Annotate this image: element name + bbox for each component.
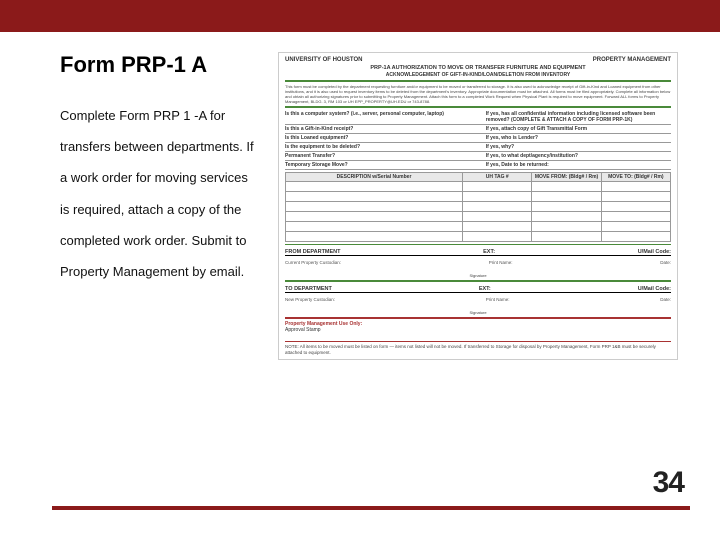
- divider-green: [285, 106, 671, 108]
- table-header: UH TAG #: [463, 172, 532, 181]
- divider-green: [285, 280, 671, 282]
- to-dept-header: TO DEPARTMENT EXT: U/Mail Code:: [285, 284, 671, 293]
- divider-green: [285, 244, 671, 246]
- form-image-column: UNIVERSITY OF HOUSTON PROPERTY MANAGEMEN…: [278, 52, 678, 360]
- table-row: [286, 181, 671, 191]
- question-left: Is this Loaned equipment?: [285, 135, 486, 141]
- question-right: If yes, who is Lender?: [486, 135, 671, 141]
- question-left: Is this a computer system? (i.e., server…: [285, 111, 486, 123]
- question-left: Temporary Storage Move?: [285, 162, 486, 168]
- table-cell: [286, 221, 463, 231]
- form-title: PRP-1A AUTHORIZATION TO MOVE OR TRANSFER…: [285, 65, 671, 71]
- table-row: [286, 191, 671, 201]
- form-dept: PROPERTY MANAGEMENT: [593, 57, 671, 63]
- from-dept-fields: Current Property Custodian: Print Name: …: [285, 256, 671, 273]
- table-cell: [286, 191, 463, 201]
- to-dept-label: TO DEPARTMENT: [285, 286, 332, 292]
- question-left: Is this a Gift-in-Kind receipt?: [285, 126, 486, 132]
- table-cell: [601, 221, 670, 231]
- signature-label: Signature: [285, 310, 671, 315]
- form-preview: UNIVERSITY OF HOUSTON PROPERTY MANAGEMEN…: [278, 52, 678, 360]
- description-table: DESCRIPTION w/Serial NumberUH TAG #MOVE …: [285, 172, 671, 242]
- from-dept-header: FROM DEPARTMENT EXT: U/Mail Code:: [285, 247, 671, 256]
- field-label: Print Name:: [486, 297, 510, 302]
- from-dept-ext: EXT:: [483, 249, 495, 255]
- table-cell: [286, 201, 463, 211]
- form-subtitle: ACKNOWLEDGEMENT OF GIFT-IN-KIND/LOAN/DEL…: [285, 72, 671, 78]
- divider-red: [285, 317, 671, 319]
- question-left: Permanent Transfer?: [285, 153, 486, 159]
- divider-red: [285, 341, 671, 343]
- divider-green: [285, 80, 671, 82]
- table-cell: [286, 231, 463, 241]
- table-cell: [532, 221, 601, 231]
- table-row: [286, 211, 671, 221]
- form-org: UNIVERSITY OF HOUSTON: [285, 57, 362, 63]
- table-cell: [463, 191, 532, 201]
- question-row: Is this a Gift-in-Kind receipt?If yes, a…: [285, 125, 671, 134]
- table-header: MOVE FROM: (Bldg# / Rm): [532, 172, 601, 181]
- table-row: [286, 201, 671, 211]
- question-left: Is the equipment to be deleted?: [285, 144, 486, 150]
- table-cell: [463, 201, 532, 211]
- table-cell: [532, 231, 601, 241]
- question-row: Temporary Storage Move?If yes, Date to b…: [285, 161, 671, 170]
- table-header: DESCRIPTION w/Serial Number: [286, 172, 463, 181]
- question-row: Is the equipment to be deleted?If yes, w…: [285, 143, 671, 152]
- table-cell: [601, 201, 670, 211]
- to-dept-ext: EXT:: [479, 286, 491, 292]
- question-row: Permanent Transfer?If yes, to what dept/…: [285, 152, 671, 161]
- table-cell: [601, 231, 670, 241]
- table-header: MOVE TO: (Bldg# / Rm): [601, 172, 670, 181]
- form-header: UNIVERSITY OF HOUSTON PROPERTY MANAGEMEN…: [285, 57, 671, 63]
- table-cell: [601, 181, 670, 191]
- table-cell: [532, 181, 601, 191]
- table-cell: [601, 191, 670, 201]
- table-cell: [463, 211, 532, 221]
- table-cell: [532, 201, 601, 211]
- field-label: Date:: [660, 260, 671, 265]
- question-right: If yes, why?: [486, 144, 671, 150]
- signature-label: Signature: [285, 273, 671, 278]
- to-dept-fields: New Property Custodian: Print Name: Date…: [285, 293, 671, 310]
- field-label: Current Property Custodian:: [285, 260, 341, 265]
- from-dept-mail: U/Mail Code:: [638, 249, 671, 255]
- table-cell: [463, 231, 532, 241]
- slide-title: Form PRP-1 A: [60, 52, 260, 78]
- from-dept-label: FROM DEPARTMENT: [285, 249, 341, 255]
- content-area: Form PRP-1 A Complete Form PRP 1 -A for …: [0, 32, 720, 360]
- pmu-field: Approval Stamp: [285, 327, 671, 333]
- field-label: Date:: [660, 297, 671, 302]
- table-row: [286, 221, 671, 231]
- question-rows: Is this a computer system? (i.e., server…: [285, 110, 671, 170]
- question-right: If yes, has all confidential information…: [486, 111, 671, 123]
- field-label: New Property Custodian:: [285, 297, 335, 302]
- table-cell: [463, 181, 532, 191]
- header-accent-bar: [0, 0, 720, 32]
- table-cell: [532, 211, 601, 221]
- field-label: Print Name:: [489, 260, 513, 265]
- table-cell: [286, 211, 463, 221]
- form-note: NOTE: All items to be moved must be list…: [285, 344, 671, 355]
- slide-body-text: Complete Form PRP 1 -A for transfers bet…: [60, 100, 260, 287]
- form-instructions: This form must be completed by the depar…: [285, 84, 671, 105]
- question-right: If yes, attach copy of Gift Transmittal …: [486, 126, 671, 132]
- table-cell: [286, 181, 463, 191]
- to-dept-mail: U/Mail Code:: [638, 286, 671, 292]
- question-right: If yes, to what dept/agency/institution?: [486, 153, 671, 159]
- table-row: [286, 231, 671, 241]
- question-row: Is this Loaned equipment?If yes, who is …: [285, 134, 671, 143]
- left-column: Form PRP-1 A Complete Form PRP 1 -A for …: [60, 52, 260, 360]
- question-right: If yes, Date to be returned:: [486, 162, 671, 168]
- question-row: Is this a computer system? (i.e., server…: [285, 110, 671, 125]
- table-cell: [463, 221, 532, 231]
- page-number: 34: [653, 466, 684, 500]
- footer-accent-bar: [52, 506, 690, 510]
- table-cell: [532, 191, 601, 201]
- table-cell: [601, 211, 670, 221]
